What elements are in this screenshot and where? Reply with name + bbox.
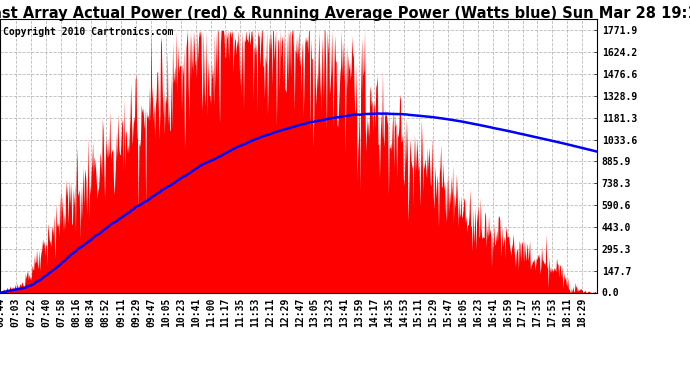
Text: Copyright 2010 Cartronics.com: Copyright 2010 Cartronics.com: [3, 27, 173, 37]
Text: East Array Actual Power (red) & Running Average Power (Watts blue) Sun Mar 28 19: East Array Actual Power (red) & Running …: [0, 6, 690, 21]
